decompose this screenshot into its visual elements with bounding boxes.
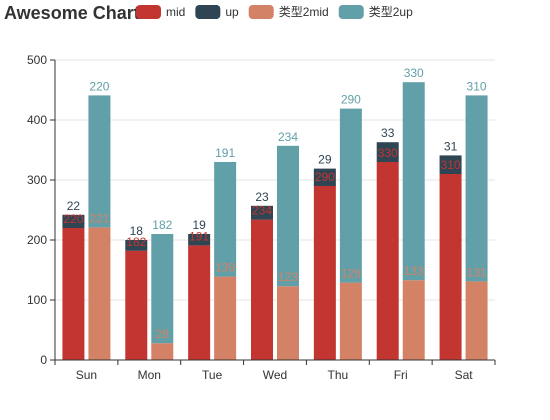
data-label-up: 33 — [381, 126, 395, 140]
bar-mid-sat[interactable] — [439, 174, 462, 360]
bar-2mid-tue[interactable] — [214, 276, 237, 360]
y-tick-label: 400 — [27, 113, 47, 127]
data-label-mid: 290 — [315, 170, 335, 184]
y-tick-label: 100 — [27, 293, 47, 307]
bar-mid-sun[interactable] — [62, 228, 85, 360]
data-label-2mid: 123 — [278, 270, 298, 284]
bar-2mid-fri[interactable] — [402, 280, 425, 360]
data-label-2mid: 139 — [215, 261, 235, 275]
bar-up-sat[interactable] — [439, 155, 462, 174]
bar-up-fri[interactable] — [376, 142, 399, 162]
legend-swatch — [136, 5, 161, 19]
bar-mid-mon[interactable] — [125, 250, 148, 360]
bar-2up-mon[interactable] — [151, 234, 174, 344]
bar-2up-sun[interactable] — [88, 95, 111, 228]
data-label-2up: 290 — [341, 93, 361, 107]
x-tick-label: Tue — [202, 368, 223, 382]
bar-2mid-wed[interactable] — [277, 286, 299, 360]
legend-label: 类型2up — [369, 5, 413, 19]
bar-2up-wed[interactable] — [277, 145, 299, 287]
chart-title: Awesome Chart — [4, 3, 140, 23]
bar-up-thu[interactable] — [313, 168, 336, 186]
data-label-2mid: 129 — [341, 267, 361, 281]
bar-up-wed[interactable] — [251, 205, 273, 220]
data-label-up: 22 — [67, 199, 81, 213]
data-label-2up: 310 — [467, 79, 487, 93]
gridlines — [55, 59, 495, 301]
bar-mid-thu[interactable] — [313, 186, 336, 360]
data-label-2up: 191 — [215, 146, 235, 160]
y-tick-label: 300 — [27, 173, 47, 187]
data-label-2mid: 131 — [467, 265, 487, 279]
data-label-up: 31 — [444, 139, 458, 153]
bar-2up-thu[interactable] — [339, 108, 362, 283]
y-tick-label: 500 — [27, 53, 47, 67]
bar-up-tue[interactable] — [188, 234, 211, 246]
legend-label: 类型2mid — [279, 5, 329, 19]
legend-item-mid[interactable]: mid — [136, 5, 185, 19]
axes: 0 100 200 300 400 500 Sun Mon Tue Wed Thu Fri Sat — [27, 53, 496, 382]
data-label-2up: 220 — [89, 79, 109, 93]
bar-mid-fri[interactable] — [376, 162, 399, 360]
x-tick-label: Sun — [76, 368, 97, 382]
data-label-mid: 330 — [378, 146, 398, 160]
x-tick-label: Mon — [138, 368, 161, 382]
x-tick-label: Wed — [263, 368, 287, 382]
data-label-up: 29 — [318, 153, 332, 167]
data-label-mid: 191 — [189, 229, 209, 243]
legend-swatch — [195, 5, 221, 19]
data-label-2mid: 28 — [156, 327, 170, 341]
bar-2up-fri[interactable] — [402, 82, 425, 281]
bar-2mid-thu[interactable] — [339, 282, 362, 360]
y-tick-label: 0 — [40, 353, 47, 367]
data-label-mid: 220 — [63, 212, 83, 226]
data-label-2up: 182 — [152, 218, 172, 232]
legend-swatch — [248, 5, 274, 19]
legend-label: up — [225, 5, 239, 19]
data-label-2mid: 221 — [89, 211, 109, 225]
bar-2up-sat[interactable] — [465, 95, 488, 282]
bar-2mid-sat[interactable] — [465, 281, 488, 360]
data-label-up: 19 — [192, 218, 206, 232]
bars-group — [62, 82, 488, 360]
bar-up-sun[interactable] — [62, 214, 85, 228]
legend-item-2up[interactable]: 类型2up — [338, 5, 413, 19]
legend-label: mid — [166, 5, 185, 19]
bar-2up-tue[interactable] — [214, 162, 237, 277]
x-tick-label: Thu — [328, 368, 349, 382]
bar-up-mon[interactable] — [125, 240, 148, 251]
bar-mid-tue[interactable] — [188, 245, 211, 360]
data-label-2up: 234 — [278, 130, 298, 144]
data-label-2up: 330 — [404, 66, 424, 80]
bar-mid-wed[interactable] — [251, 219, 273, 360]
x-tick-label: Sat — [455, 368, 474, 382]
data-label-up: 18 — [130, 224, 144, 238]
data-label-up: 23 — [255, 190, 269, 204]
x-tick-label: Fri — [394, 368, 408, 382]
legend-item-up[interactable]: up — [195, 5, 239, 19]
legend-swatch — [338, 5, 364, 19]
data-label-mid: 310 — [441, 158, 461, 172]
data-label-mid: 234 — [252, 204, 272, 218]
bar-2mid-mon[interactable] — [151, 343, 174, 360]
y-tick-label: 200 — [27, 233, 47, 247]
legend-item-2mid[interactable]: 类型2mid — [248, 5, 329, 19]
bar-2mid-sun[interactable] — [88, 227, 111, 360]
legend[interactable]: mid up 类型2mid 类型2up — [136, 5, 413, 19]
data-label-2mid: 133 — [404, 264, 424, 278]
data-label-mid: 182 — [126, 235, 146, 249]
